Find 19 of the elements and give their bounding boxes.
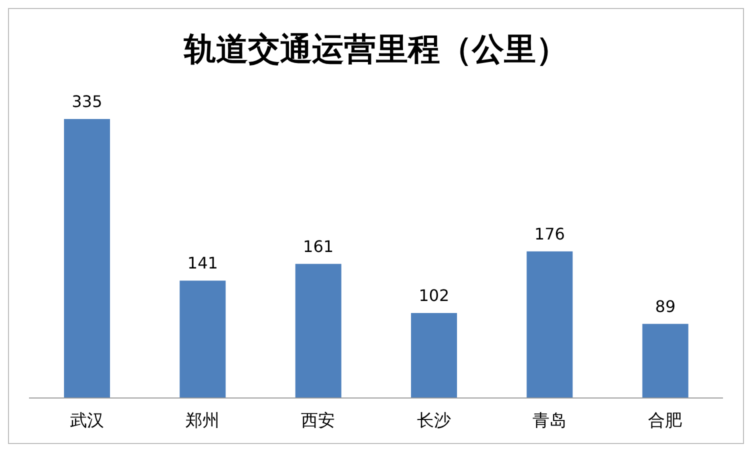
data-label: 89 (655, 296, 676, 316)
data-label: 176 (534, 224, 565, 244)
bar (64, 119, 110, 398)
x-tick-label: 西安 (301, 411, 336, 432)
data-label: 335 (72, 92, 102, 111)
x-tick-label: 郑州 (186, 411, 220, 432)
bar (526, 251, 573, 398)
data-label: 161 (303, 236, 334, 256)
bar (180, 280, 226, 398)
x-tick-label: 青岛 (532, 411, 566, 432)
data-label: 102 (418, 286, 450, 306)
chart-title: 轨道交通运营里程（公里） (182, 29, 569, 70)
bar (295, 264, 342, 398)
data-label: 141 (187, 254, 218, 273)
x-tick-label: 合肥 (648, 411, 682, 432)
bar (642, 324, 688, 398)
bar (411, 313, 457, 398)
x-tick-label: 长沙 (416, 411, 451, 432)
x-tick-label: 武汉 (70, 411, 104, 432)
